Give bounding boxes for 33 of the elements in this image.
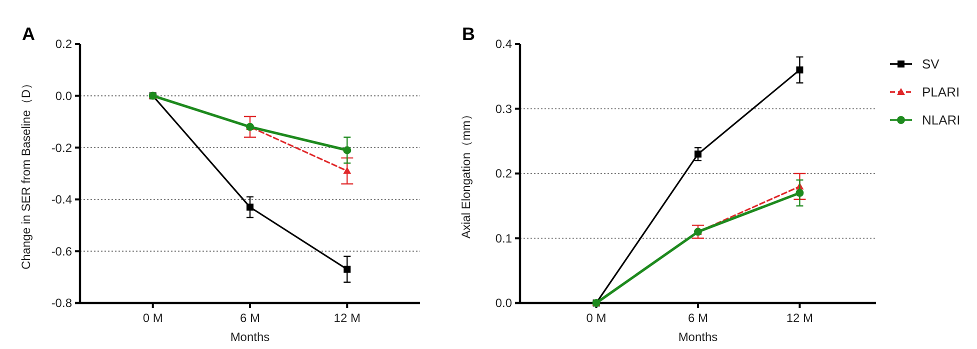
point [796,66,804,74]
x-tick-label: 6 M [688,311,708,325]
y-tick-label: 0.3 [495,102,512,116]
point [796,188,804,197]
y-tick-label: 0.2 [495,166,512,181]
chart-title: B [462,24,475,44]
x-tick-label: 12 M [786,311,814,325]
y-axis-title: Axial Elongation（mm） [459,108,473,239]
y-tick-label: 0.0 [495,296,512,310]
y-tick-label: -0.8 [51,296,72,310]
legend-label: SV [922,56,940,72]
y-tick-label: -0.4 [51,192,72,207]
x-tick-label: 12 M [334,311,360,325]
y-tick-label: 0.2 [55,37,72,52]
y-tick-label: 0.0 [55,89,72,103]
point [343,146,352,154]
y-tick-label: -0.2 [51,140,72,155]
point [246,204,254,211]
x-axis-title: Months [678,330,718,344]
point [694,150,702,158]
x-tick-label: 0 M [142,311,163,325]
y-axis-title: Change in SER from Baseline（D） [19,77,33,270]
y-tick-label: 0.1 [495,231,512,246]
y-tick-label: 0.4 [495,37,512,52]
x-tick-label: 0 M [586,311,606,325]
legend-label: PLARI [922,84,960,100]
y-tick-label: -0.6 [51,244,72,258]
legend-label: NLARI [922,112,960,128]
x-tick-label: 6 M [240,311,260,325]
point [344,266,351,273]
chart-title: A [22,24,35,44]
x-axis-title: Months [230,330,270,344]
point [343,166,352,174]
